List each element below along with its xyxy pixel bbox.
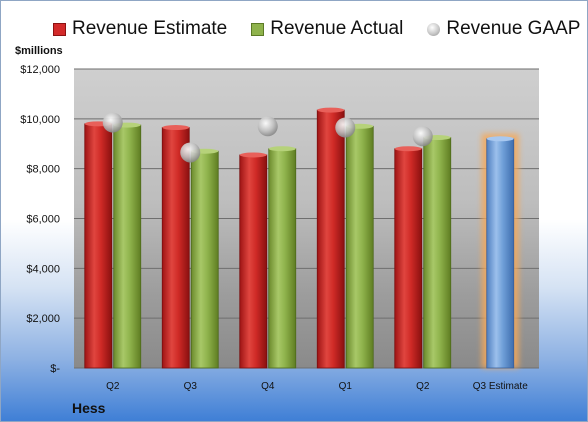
bar-revenue-estimate	[84, 123, 113, 369]
legend-swatch-estimate	[53, 22, 66, 36]
bar-top-revenue-actual-estimate	[486, 136, 514, 142]
bar-top-revenue-estimate	[394, 146, 422, 152]
legend-swatch-actual	[251, 22, 265, 36]
y-tick-label: $6,000	[26, 214, 60, 226]
bar-revenue-estimate	[316, 109, 345, 369]
x-tick-label: Q1	[339, 381, 353, 392]
y-unit-label: $millions	[15, 45, 63, 57]
bar-revenue-actual	[113, 124, 142, 369]
bar-revenue-actual-estimate	[486, 138, 515, 369]
bar-revenue-actual	[268, 148, 297, 369]
y-tick-label: $4,000	[26, 263, 60, 275]
legend-swatch-gaap	[427, 22, 441, 36]
x-tick-label: Q3 Estimate	[473, 381, 528, 392]
y-tick-label: $8,000	[26, 164, 60, 176]
point-revenue-gaap	[412, 126, 433, 147]
bar-revenue-actual	[423, 137, 452, 369]
point-revenue-gaap	[257, 116, 278, 137]
legend-label-actual: Revenue Actual	[270, 18, 404, 39]
point-revenue-gaap	[335, 117, 356, 138]
bar-top-revenue-estimate	[239, 152, 267, 158]
x-tick-label: Q4	[261, 381, 275, 392]
y-tick-label: $-	[50, 363, 60, 375]
legend-label-gaap: Revenue GAAP	[446, 18, 581, 39]
bar-top-revenue-estimate	[317, 107, 345, 113]
bar-revenue-estimate	[239, 154, 268, 369]
y-tick-label: $2,000	[26, 313, 60, 325]
y-tick-label: $10,000	[20, 114, 60, 126]
bar-revenue-estimate	[161, 127, 190, 369]
point-revenue-gaap	[180, 142, 201, 163]
legend-item-estimate: Revenue Estimate	[53, 18, 227, 40]
bar-revenue-estimate	[394, 148, 423, 369]
y-tick-label: $12,000	[20, 64, 60, 76]
x-tick-label: Q3	[184, 381, 198, 392]
legend-item-gaap: Revenue GAAP	[427, 18, 580, 40]
bar-top-revenue-estimate	[162, 125, 190, 131]
bar-revenue-actual	[345, 125, 374, 369]
x-tick-label: Q2	[416, 381, 430, 392]
bar-top-revenue-actual	[268, 146, 296, 152]
legend: Revenue Estimate Revenue Actual Revenue …	[53, 15, 580, 43]
x-tick-label: Q2	[106, 381, 120, 392]
legend-label-estimate: Revenue Estimate	[72, 18, 228, 39]
company-name: Hess	[72, 400, 106, 416]
bar-revenue-actual	[190, 150, 219, 369]
point-revenue-gaap	[102, 112, 123, 133]
legend-item-actual: Revenue Actual	[251, 18, 403, 40]
